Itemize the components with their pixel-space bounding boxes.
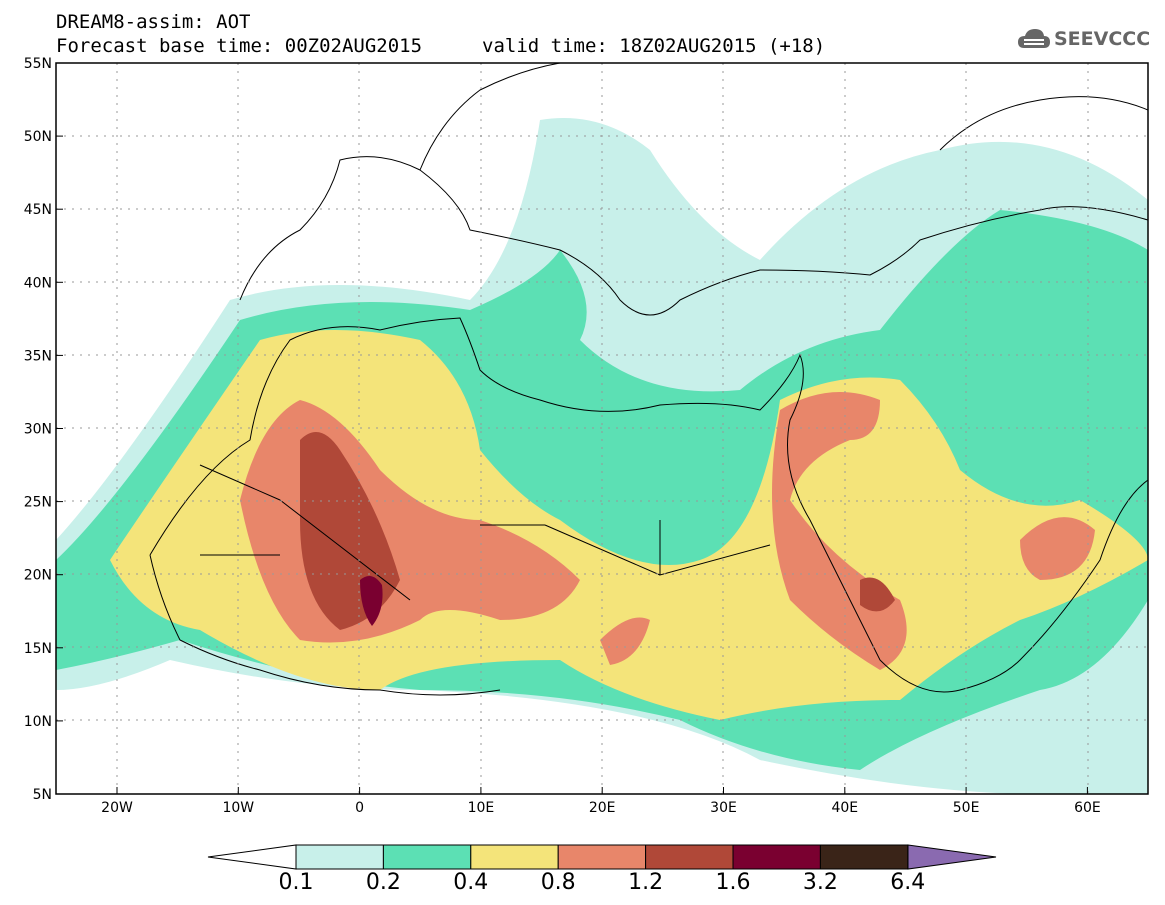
lon-label: 10W: [222, 800, 254, 816]
graticule: [56, 63, 1148, 794]
lat-label: 10N: [24, 714, 52, 730]
colorbar: [207, 844, 997, 870]
lon-label: 50E: [953, 800, 980, 816]
forecast-base-time: Forecast base time: 00Z02AUG2015: [56, 35, 423, 57]
lat-label: 20N: [24, 568, 52, 584]
lon-label: 20E: [589, 800, 616, 816]
cloud-icon: [1018, 29, 1050, 48]
lat-label: 55N: [24, 56, 52, 72]
colorbar-swatch: [295, 844, 384, 870]
colorbar-high-arrow: [907, 844, 997, 870]
logo-text: SEEVCCC: [1054, 28, 1151, 50]
colorbar-label: 0.4: [453, 870, 489, 895]
lat-label: 40N: [24, 275, 52, 291]
colorbar-swatch: [382, 844, 472, 870]
colorbar-label: 6.4: [890, 870, 926, 895]
lon-label: 60E: [1074, 800, 1101, 816]
colorbar-low-arrow: [207, 844, 297, 870]
colorbar-label: 0.2: [365, 870, 401, 895]
colorbar-label: 1.6: [715, 870, 751, 895]
lat-label: 50N: [24, 129, 52, 145]
colorbar-swatch: [645, 844, 734, 870]
lon-label: 0: [355, 800, 364, 816]
colorbar-swatch: [470, 844, 559, 870]
lon-label: 30E: [710, 800, 737, 816]
colorbar-label: 0.1: [278, 870, 314, 895]
lat-label: 5N: [33, 787, 52, 803]
lat-label: 45N: [24, 202, 52, 218]
colorbar-label: 3.2: [802, 870, 838, 895]
coastlines: [149, 63, 1148, 696]
aot-band-1.2: [300, 432, 895, 630]
lat-label: 25N: [24, 495, 52, 511]
colorbar-label: 1.2: [628, 870, 664, 895]
seevccc-logo: SEEVCCC: [1016, 26, 1156, 54]
aot-field: [56, 63, 1148, 794]
colorbar-swatch: [819, 844, 909, 870]
colorbar-swatch: [557, 844, 647, 870]
lon-label: 10E: [468, 800, 495, 816]
lat-label: 15N: [24, 641, 52, 657]
longitude-axis: 20W 10W 0 10E 20E 30E 40E 50E 60E: [101, 787, 1101, 816]
lon-label: 40E: [831, 800, 858, 816]
map-title: DREAM8-assim: AOT: [56, 11, 251, 33]
latitude-axis: 55N 50N 45N 40N 35N 30N 25N 20N 15N 10N 5N: [24, 56, 63, 803]
colorbar-label: 0.8: [540, 870, 576, 895]
aot-band-1.6: [360, 576, 383, 626]
colorbar-swatch: [732, 844, 821, 870]
valid-time: valid time: 18Z02AUG2015 (+18): [482, 35, 826, 57]
lat-label: 30N: [24, 422, 52, 438]
lon-label: 20W: [101, 800, 133, 816]
lat-label: 35N: [24, 348, 52, 364]
